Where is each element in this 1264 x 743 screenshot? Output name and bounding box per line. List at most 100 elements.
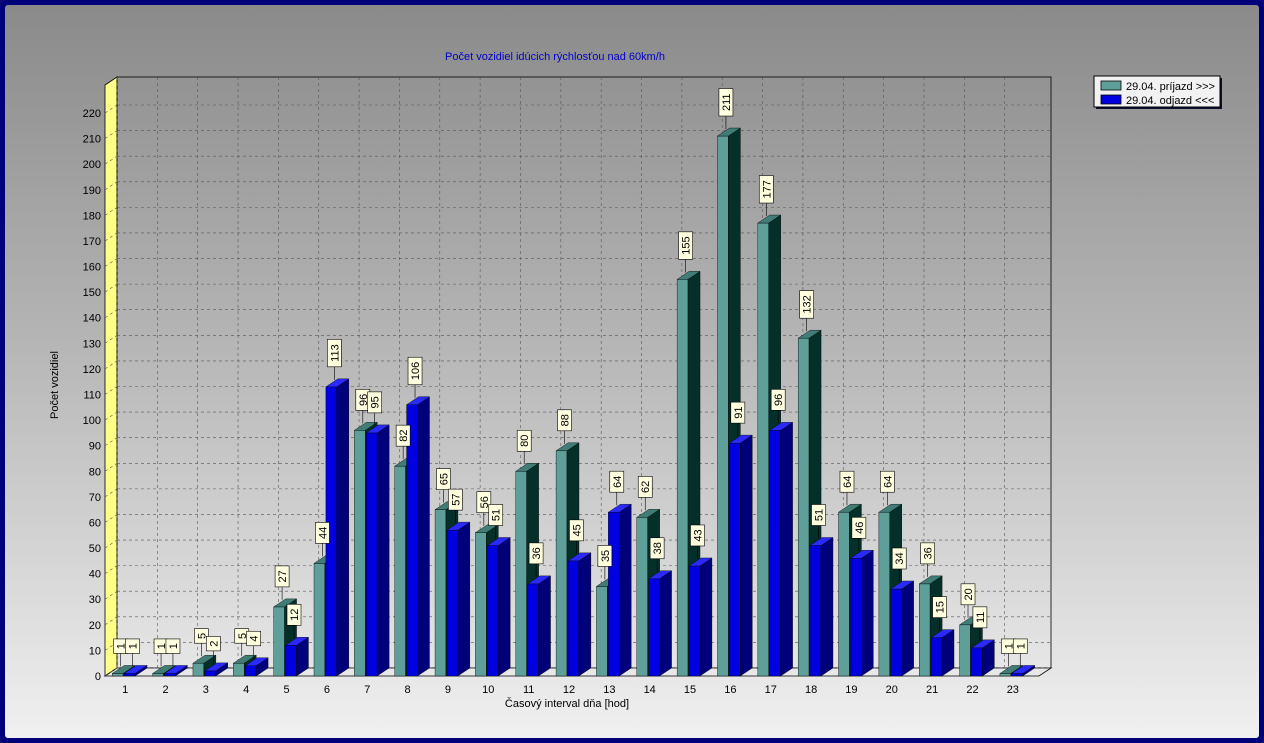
bar-odjazd-14 (648, 570, 673, 677)
y-tick-label: 130 (83, 338, 101, 350)
y-tick-label: 50 (89, 543, 101, 555)
bar-top (716, 127, 742, 137)
wall-gridline (104, 463, 118, 472)
bar-front (285, 645, 297, 677)
bar-top (809, 537, 834, 546)
x-tick-label: 5 (284, 684, 290, 696)
bar-side (820, 537, 834, 677)
wall-gridline (104, 565, 118, 574)
x-tick-label: 22 (966, 684, 978, 696)
data-label-text: 64 (882, 476, 894, 488)
x-axis-label: Časový interval dňa [hod] (505, 697, 629, 710)
bar-top (728, 434, 753, 444)
bar-front (757, 222, 769, 677)
data-label-text: 15 (935, 601, 947, 613)
bar-odjazd-22 (970, 639, 996, 677)
bar-top (636, 509, 661, 518)
wall-gridline (104, 514, 118, 523)
x-axis-ticks: 1 2 3 4 5 6 7 8 9 10 11 12 13 14 15 16 17 18 19 20 21 22 23 (122, 684, 1019, 696)
x-tick-label: 9 (445, 684, 451, 696)
wall-gridline (104, 155, 118, 165)
bar-front (555, 450, 568, 677)
bar-front (192, 663, 205, 677)
data-label: 35 (597, 545, 613, 580)
legend-label-odjazd: 29.04. odjazd <<< (1126, 95, 1214, 107)
data-label: 1 (165, 638, 181, 667)
bar-front (152, 673, 164, 677)
bar-top (192, 655, 217, 664)
bar-front (244, 665, 257, 677)
bar-top (567, 552, 592, 562)
bar-odjazd-6 (325, 378, 350, 677)
data-label: 82 (395, 424, 411, 460)
bar-front (354, 430, 366, 677)
legend-swatch-odjazd (1100, 94, 1122, 105)
bar-top (204, 662, 229, 672)
bar-front (769, 430, 781, 677)
data-label-text: 44 (317, 527, 329, 539)
data-label-text: 1 (1003, 643, 1015, 649)
data-label-text: 65 (438, 473, 450, 485)
data-label: 2 (205, 636, 221, 664)
bar-odjazd-16 (728, 434, 753, 677)
bar-top (890, 580, 915, 590)
y-tick-label: 80 (89, 466, 101, 478)
wall-gridline (104, 309, 118, 318)
wall-gridline (104, 539, 118, 549)
bar-odjazd-19 (849, 549, 874, 677)
y-tick-label: 210 (83, 134, 101, 146)
data-label: 4 (246, 630, 261, 659)
data-label: 27 (274, 565, 290, 600)
bar-side (780, 421, 793, 677)
wall-gridline (104, 590, 118, 600)
data-label: 1 (125, 638, 140, 667)
data-label: 95 (367, 391, 382, 426)
label-box (770, 389, 786, 411)
data-label-text: 2 (208, 641, 220, 647)
data-label: 34 (891, 547, 907, 582)
data-label-text: 113 (329, 344, 341, 362)
bar-front (608, 512, 620, 677)
y-tick-label: 40 (89, 569, 101, 581)
data-label-text: 5 (237, 633, 249, 639)
data-label: 132 (799, 290, 814, 332)
bar-odjazd-10 (486, 537, 511, 677)
bar-front (850, 558, 862, 677)
label-box (972, 606, 988, 629)
data-label: 96 (770, 389, 786, 424)
legend-swatch-prijazd (1100, 80, 1122, 91)
bar-front (567, 560, 580, 677)
bar-top (676, 271, 701, 280)
label-box (932, 596, 947, 618)
bar-side (376, 424, 390, 677)
label-box (194, 628, 209, 644)
y-tick-label: 150 (83, 287, 101, 299)
data-label-text: 5 (196, 633, 208, 639)
x-tick-label: 14 (644, 684, 656, 696)
bar-side (740, 434, 753, 677)
x-tick-label: 7 (364, 684, 370, 696)
bar-front (688, 565, 701, 677)
label-box (165, 638, 181, 654)
label-box (557, 409, 572, 432)
data-label: 15 (932, 596, 947, 631)
bar-top (272, 598, 298, 608)
data-label-text: 1 (156, 643, 168, 649)
wall-gridline (104, 232, 118, 242)
data-label-text: 82 (398, 430, 410, 442)
data-label: 12 (286, 603, 302, 639)
data-label: 38 (649, 537, 665, 572)
bar-odjazd-1 (123, 665, 148, 677)
bar-top (878, 504, 903, 513)
bar-front (112, 673, 124, 677)
data-label: 45 (569, 519, 584, 554)
chart: 0102030405060708090100110120130140150160… (5, 5, 1259, 738)
data-label: 46 (851, 516, 867, 552)
bar-odjazd-13 (607, 503, 632, 677)
y-tick-label: 60 (89, 517, 101, 529)
data-label-text: 177 (761, 180, 773, 198)
bar-front (919, 583, 931, 677)
data-label: 96 (355, 389, 371, 424)
bar-front (878, 512, 890, 677)
